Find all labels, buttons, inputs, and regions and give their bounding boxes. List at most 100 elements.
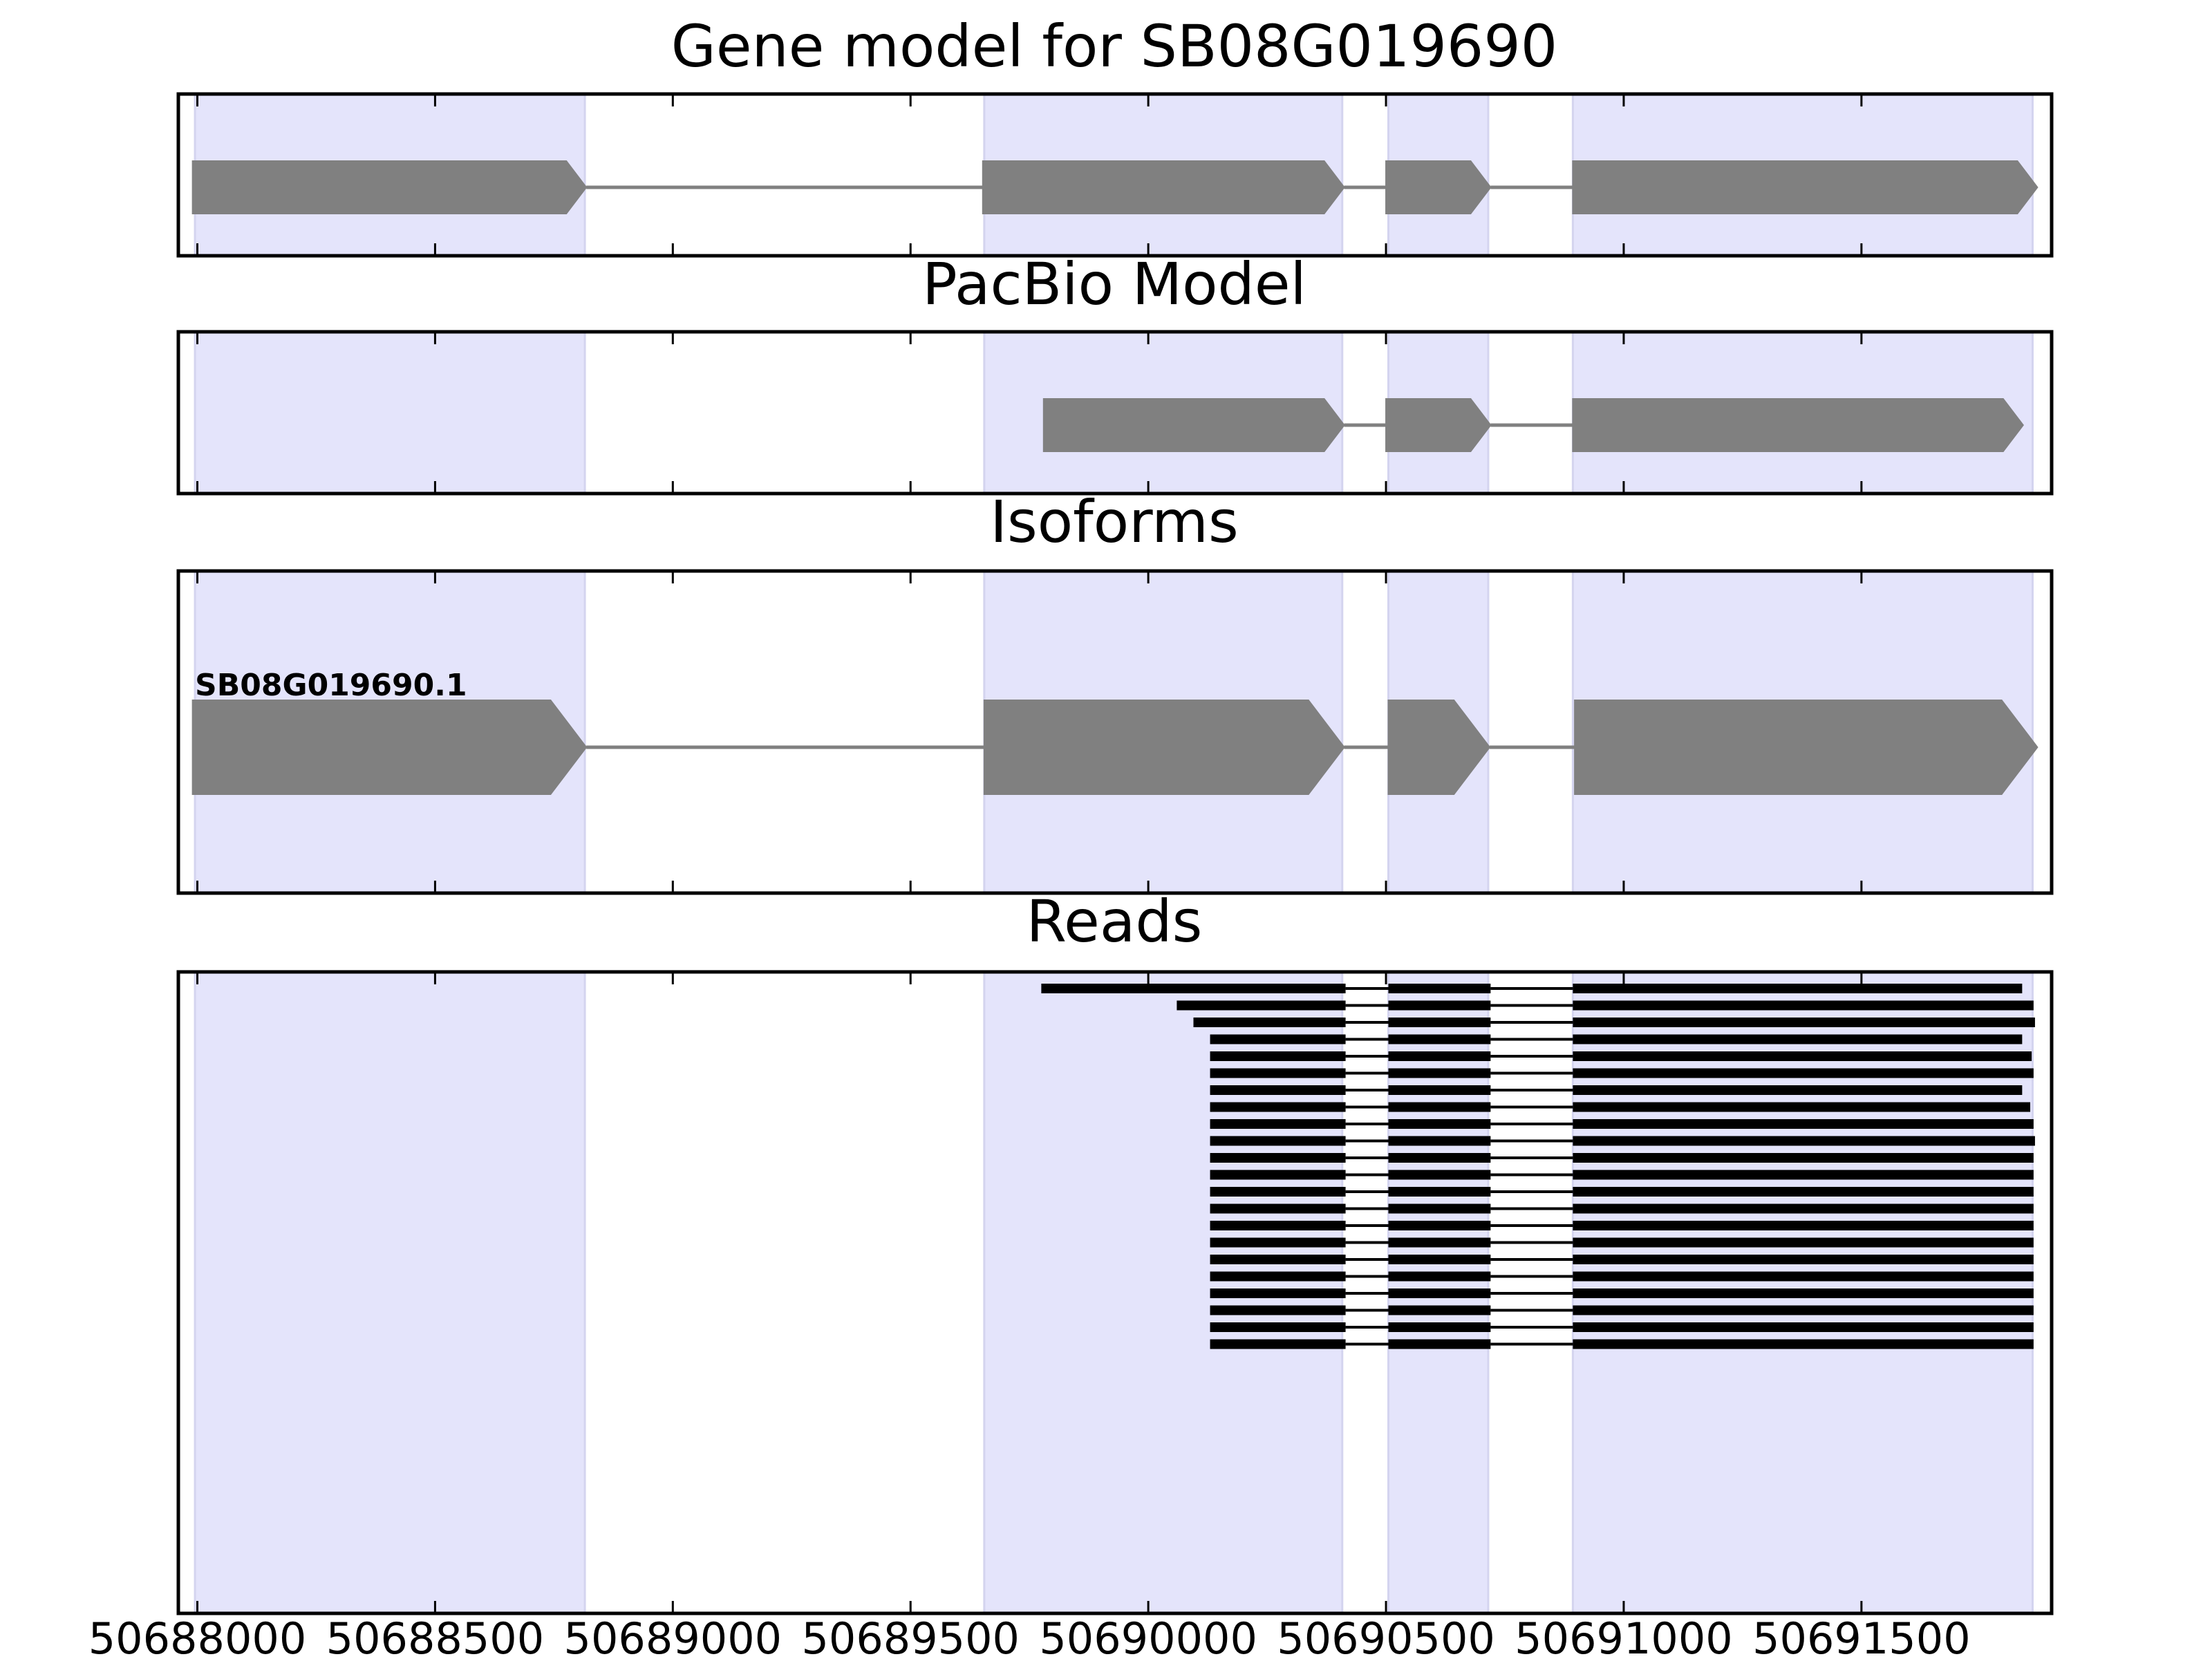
read-segment [1573,1203,2034,1214]
read-segment [1210,1203,1346,1214]
read-segment [1573,1051,2032,1061]
read-segment [1573,1068,2034,1078]
read-segment [1573,1187,2034,1197]
read-segment [1573,1339,2034,1349]
exon-block [1572,160,2038,214]
read-segment [1573,984,2023,993]
read-segment [1388,1153,1491,1163]
read-segment [1210,1068,1346,1078]
read-segment [1210,1102,1346,1112]
read-segment [1210,1170,1346,1180]
read-segment [1573,1085,2023,1095]
read-segment [1210,1085,1346,1095]
isoform-label: SB08G019690.1 [195,668,467,703]
exon-block [191,160,588,214]
read-segment [1388,1051,1491,1061]
panel-axes [176,92,2054,258]
exon-block [983,700,1345,795]
exon-block [1042,398,1345,452]
read-segment [1210,1288,1346,1298]
read-segment [1573,1237,2034,1248]
panel-reads: Reads [176,888,2054,1615]
x-tick-label: 50691000 [1515,1613,1733,1659]
exon-block [1572,398,2024,452]
read-segment [1573,1102,2031,1112]
panel-axes [176,970,2054,1615]
read-segment [1388,1271,1491,1282]
read-segment [1573,1119,2034,1129]
read-segment [1193,1018,1346,1027]
read-segment [1573,1170,2034,1180]
panel-frame [176,92,2054,258]
x-axis-tick-labels: 50688000 50688500 50689000 50689500 50690000… [88,1613,1971,1659]
read-segment [1210,1034,1346,1044]
read-segment [1388,1034,1491,1044]
read-segment [1388,1187,1491,1197]
panel-title-gene-model: Gene model for SB08G019690 [671,12,1557,80]
x-tick-label: 50688500 [326,1613,545,1659]
read-segment [1388,1119,1491,1129]
panel-title-reads: Reads [1027,888,1203,955]
read-segment [1388,1102,1491,1112]
exon-region-band [194,330,586,495]
panel-gene-model: Gene model for SB08G019690 [176,12,2054,258]
read-segment [1041,984,1346,993]
read-segment [1210,1136,1346,1146]
panel-frame [176,569,2054,895]
exon-region-band [194,971,586,1615]
read-segment [1573,1271,2034,1282]
read-segment [1210,1119,1346,1129]
read-segment [1210,1255,1346,1264]
x-tick-label: 50691500 [1752,1613,1971,1659]
read-segment [1388,1136,1491,1146]
panel-frame [176,330,2054,496]
read-segment [1388,1288,1491,1298]
read-segment [1388,1085,1491,1095]
read-segment [1388,1255,1491,1264]
read-segment [1573,1305,2034,1315]
panel-axes [176,330,2054,496]
exon-block [982,160,1345,214]
exon-block [1574,700,2038,795]
read-segment [1210,1153,1346,1163]
read-segment [1210,1221,1346,1230]
read-segment [1388,1221,1491,1230]
read-segment [1573,1034,2023,1044]
read-segment [1573,1136,2035,1146]
read-segment [1573,1221,2034,1230]
read-segment [1573,1018,2035,1027]
read-segment [1177,1000,1346,1011]
exon-block [1385,160,1492,214]
panel-isoforms: Isoforms SB08G019690.1 [176,488,2054,895]
x-tick-label: 50689500 [801,1613,1020,1659]
read-segment [1388,1305,1491,1315]
x-tick-label: 50690500 [1277,1613,1495,1659]
read-segment [1573,1288,2034,1298]
panel-title-pacbio-model: PacBio Model [922,250,1306,318]
x-tick-label: 50688000 [88,1613,307,1659]
read-segment [1210,1051,1346,1061]
read-segment [1210,1322,1346,1332]
read-segment [1210,1237,1346,1248]
panel-axes [176,569,2054,895]
exon-block [1385,398,1492,452]
read-segment [1388,1203,1491,1214]
read-segment [1210,1187,1346,1197]
panel-frame [176,970,2054,1615]
read-segment [1388,1237,1491,1248]
read-segment [1573,1255,2034,1264]
read-segment [1210,1339,1346,1349]
read-segment [1388,1068,1491,1078]
read-segment [1573,1000,2034,1011]
read-segment [1573,1153,2034,1163]
panel-title-isoforms: Isoforms [990,488,1239,556]
read-segment [1388,984,1491,993]
read-segment [1388,1018,1491,1027]
exon-block [191,700,588,795]
read-segment [1388,1322,1491,1332]
read-segment [1573,1322,2034,1332]
panel-pacbio-model: PacBio Model [176,250,2054,496]
read-segment [1210,1305,1346,1315]
x-tick-label: 50689000 [564,1613,782,1659]
